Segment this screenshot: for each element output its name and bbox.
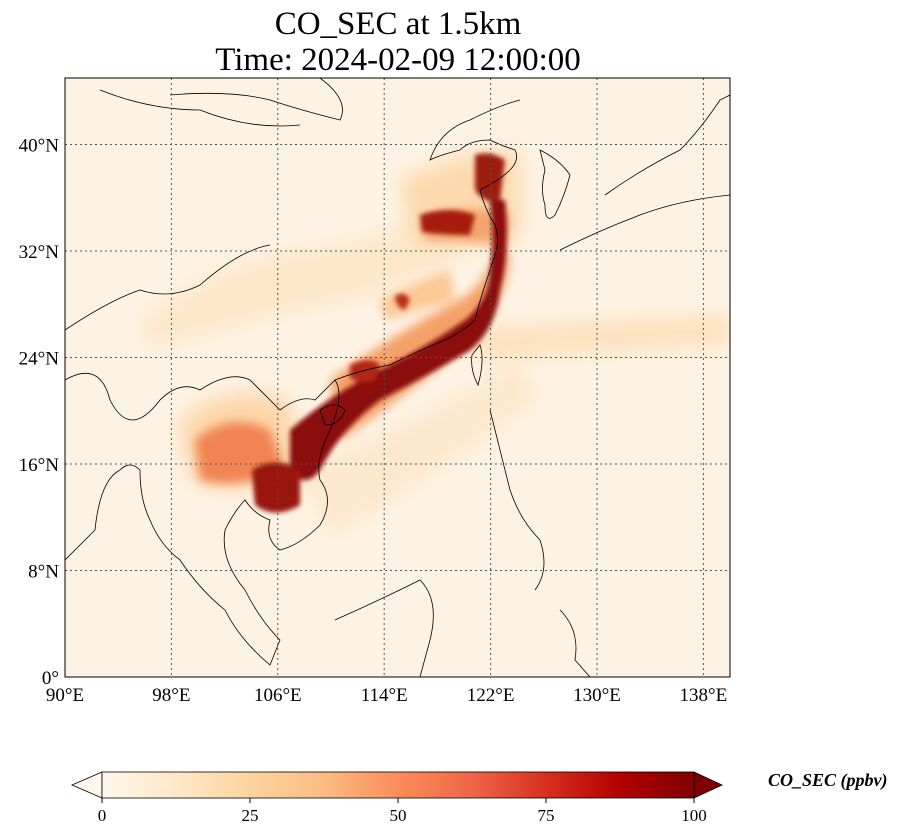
lat-tick-label: 32°N bbox=[19, 242, 60, 263]
map-subtitle: Time: 2024-02-09 12:00:00 bbox=[215, 42, 581, 78]
colorbar-tick-label: 25 bbox=[242, 806, 259, 825]
lon-tick-label: 130°E bbox=[573, 685, 621, 706]
lon-tick-label: 90°E bbox=[46, 685, 84, 706]
map-title: CO_SEC at 1.5km bbox=[274, 6, 522, 42]
lon-tick-label: 106°E bbox=[254, 685, 302, 706]
gridlines bbox=[65, 78, 730, 677]
colorbar-tick-label: 75 bbox=[538, 806, 555, 825]
lat-tick-label: 0° bbox=[42, 668, 59, 689]
colorbar-tick-label: 100 bbox=[681, 806, 707, 825]
lat-tick-label: 24°N bbox=[19, 349, 60, 370]
lat-tick-label: 40°N bbox=[19, 136, 60, 157]
colorbar: 0 25 50 75 100 bbox=[70, 771, 723, 825]
map-frame bbox=[64, 77, 731, 678]
colorbar-tick-label: 50 bbox=[390, 806, 407, 825]
lon-tick-label: 98°E bbox=[152, 685, 190, 706]
colorbar-tick-label: 0 bbox=[98, 806, 107, 825]
lat-tick-label: 8°N bbox=[28, 562, 59, 583]
colorbar-extend-low bbox=[70, 771, 103, 799]
lon-tick-label: 114°E bbox=[361, 685, 408, 706]
lat-tick-label: 16°N bbox=[19, 455, 60, 476]
axis-ticks: 90°E 98°E 106°E 114°E 122°E 130°E 138°E 0° 8°N 16… bbox=[19, 136, 728, 706]
lon-tick-label: 138°E bbox=[680, 685, 728, 706]
colorbar-gradient bbox=[102, 772, 694, 798]
lon-tick-label: 122°E bbox=[467, 685, 515, 706]
colorbar-ticks: 0 25 50 75 100 bbox=[98, 798, 707, 825]
map-area bbox=[65, 78, 730, 677]
coastlines bbox=[65, 78, 730, 677]
colorbar-title: CO_SEC (ppbv) bbox=[768, 770, 888, 790]
dense-plume bbox=[252, 153, 507, 513]
colorbar-extend-high bbox=[693, 771, 723, 799]
